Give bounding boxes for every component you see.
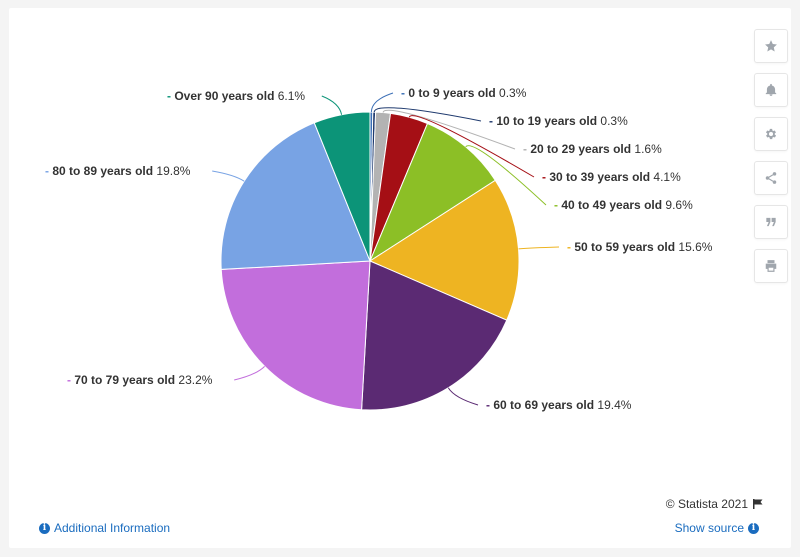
pie-slice[interactable] [313, 111, 371, 262]
print-icon [765, 260, 777, 272]
copyright: © Statista 2021 [666, 497, 764, 511]
share-icon [765, 172, 777, 184]
slice-label: - 50 to 59 years old 15.6% [567, 240, 713, 254]
pie-slice[interactable] [361, 260, 508, 411]
flag-icon[interactable] [752, 498, 764, 510]
slice-label: - Over 90 years old 6.1% [167, 89, 305, 103]
additional-information-link[interactable]: i Additional Information [35, 521, 170, 535]
show-source-link[interactable]: Show source i [675, 521, 763, 535]
gear-icon [765, 128, 777, 140]
connector-line [447, 387, 479, 406]
connector-line [465, 145, 547, 206]
connector-line [518, 246, 560, 250]
favorite-button[interactable] [754, 29, 788, 63]
pie-chart: - 0 to 9 years old 0.3% - 10 to 19 years … [45, 86, 713, 412]
info-icon: i [39, 522, 50, 534]
connector-line [321, 95, 343, 115]
additional-information-label: Additional Information [54, 521, 171, 535]
pie-slice[interactable] [368, 122, 496, 263]
copyright-text: © Statista 2021 [665, 497, 748, 511]
cite-button[interactable] [754, 205, 788, 239]
slice-label: - 70 to 79 years old 23.2% [67, 373, 213, 387]
chart-card: - 0 to 9 years old 0.3% - 10 to 19 years … [9, 8, 791, 548]
toolbar [754, 29, 788, 293]
bell-icon [765, 83, 777, 96]
pie-slice[interactable] [220, 260, 371, 411]
connector-line [408, 115, 535, 178]
slice-label: - 10 to 19 years old 0.3% [489, 114, 628, 128]
show-source-label: Show source [674, 521, 744, 535]
connector-line [370, 92, 394, 113]
share-button[interactable] [754, 161, 788, 195]
connector-line [234, 366, 265, 381]
slice-label: - 30 to 39 years old 4.1% [542, 170, 681, 184]
star-icon [765, 40, 777, 52]
slice-label: - 40 to 49 years old 9.6% [554, 198, 693, 212]
slice-label: - 80 to 89 years old 19.8% [45, 164, 191, 178]
connector-line [212, 170, 245, 182]
slice-label: - 60 to 69 years old 19.4% [486, 398, 632, 412]
slice-label: - 20 to 29 years old 1.6% [523, 142, 662, 156]
slice-label: - 0 to 9 years old 0.3% [401, 86, 527, 100]
notification-button[interactable] [754, 73, 788, 107]
settings-button[interactable] [754, 117, 788, 151]
quote-icon [766, 217, 776, 227]
info-icon: i [748, 522, 759, 534]
pie-slice[interactable] [220, 122, 371, 270]
pie-slice[interactable] [368, 179, 520, 321]
print-button[interactable] [754, 249, 788, 283]
connector-line [373, 107, 482, 122]
